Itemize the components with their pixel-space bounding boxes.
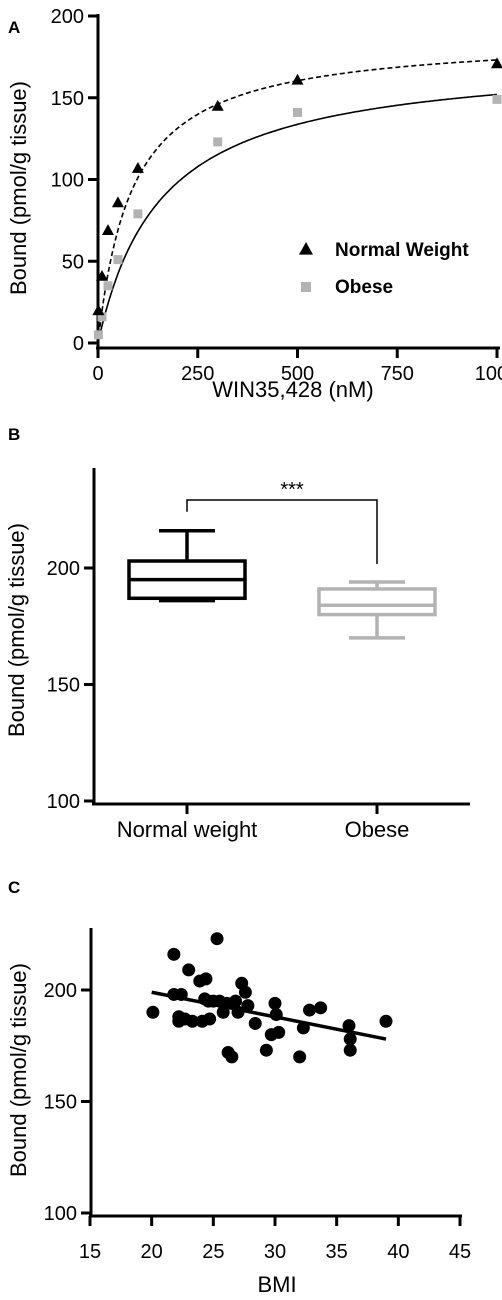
panel-c-xtick-label: 30 [264, 1241, 286, 1263]
panel-b-xtick-label: Normal weight [117, 817, 258, 842]
panel-c-xtick-label: 20 [141, 1241, 163, 1263]
panel-b-label: B [8, 425, 20, 444]
obese-point [492, 94, 502, 104]
panel-a-label: A [8, 18, 20, 37]
normal-weight-point [92, 304, 105, 316]
panel-a-xtick-label: 750 [381, 363, 414, 385]
bmi-data-point [259, 1043, 273, 1057]
obese-point [97, 312, 107, 322]
bmi-data-point [210, 932, 224, 946]
panel-c-label: C [8, 878, 20, 897]
bmi-data-point [203, 1012, 217, 1026]
bmi-data-point [229, 994, 243, 1008]
bmi-data-point [225, 1050, 239, 1064]
legend-obese-marker [301, 282, 311, 292]
obese-point [293, 107, 302, 117]
bmi-data-point [185, 1014, 199, 1028]
panel-a-ytick-label: 0 [73, 333, 84, 355]
bmi-data-point [268, 996, 282, 1010]
panel-c-xtick-label: 25 [202, 1241, 224, 1263]
bmi-data-point [379, 1014, 393, 1028]
panel-b-ytick-label: 150 [47, 675, 80, 697]
box-iqr [317, 587, 437, 617]
regression-line [151, 990, 387, 1041]
panel-c-ytick-label: 200 [44, 980, 77, 1002]
bmi-data-point [146, 1005, 160, 1019]
bmi-data-point [272, 1025, 286, 1039]
panel-c-xtick-label: 45 [449, 1241, 471, 1263]
normal-weight-point [131, 162, 144, 173]
panel-c-xtick-label: 15 [79, 1241, 101, 1263]
panel-a-xtick-label: 0 [92, 363, 103, 385]
normal-weight-fit-curve [97, 59, 498, 344]
panel-a-xtick-label: 1000 [475, 363, 502, 385]
panel-b-ylabel: Bound (pmol/g tissue) [4, 523, 29, 737]
panel-a-ytick-label: 150 [51, 88, 84, 110]
panel-c-xtick-label: 35 [326, 1241, 348, 1263]
panel-c-ytick-label: 100 [44, 1203, 77, 1225]
chart-marks: 0 50 100 150 200 0 250 500 750 1000 100 150 200 Norma… [44, 6, 502, 1263]
normal-weight-point [291, 73, 304, 85]
legend-obese-label: Obese [335, 277, 393, 298]
panel-b-xtick-label: Obese [345, 817, 410, 842]
panel-b-ytick-label: 200 [47, 558, 80, 580]
bmi-data-point [342, 1019, 356, 1033]
significance-bracket [186, 499, 378, 564]
bmi-data-point [167, 947, 181, 961]
bmi-data-point [303, 1003, 317, 1017]
bmi-data-point [238, 985, 252, 999]
obese-point [133, 209, 143, 219]
panel-c-ylabel: Bound (pmol/g tissue) [6, 963, 31, 1177]
bmi-data-point [199, 972, 213, 986]
bmi-data-point [248, 1016, 262, 1030]
bmi-data-point [182, 963, 196, 977]
normal-weight-point [491, 57, 502, 69]
bmi-data-point [343, 1043, 357, 1057]
panel-c-ytick-label: 150 [44, 1092, 77, 1114]
panel-a-ytick-label: 200 [51, 6, 84, 28]
obese-point [213, 137, 223, 147]
panel-a-xtick-label: 500 [281, 363, 314, 385]
bmi-data-point [343, 1032, 357, 1046]
obese-point [113, 255, 123, 265]
panel-a-ylabel: Bound (pmol/g tissue) [6, 81, 31, 295]
normal-weight-point [101, 224, 114, 235]
normal-weight-point [211, 99, 224, 111]
legend-normal-weight-label: Normal Weight [335, 240, 469, 261]
bmi-data-point [314, 1001, 328, 1015]
obese-point [93, 330, 103, 340]
legend-normal-weight-marker [299, 242, 313, 255]
obese-fit-curve [97, 93, 498, 344]
obese-point [103, 281, 113, 291]
normal-weight-point [95, 269, 108, 281]
panel-b-ytick-label: 100 [47, 791, 80, 813]
panel-c-xlabel: BMI [257, 1272, 296, 1297]
normal-weight-point [111, 196, 124, 208]
panel-a-xlabel: WIN35,428 (nM) [212, 377, 373, 402]
significance-marker: *** [280, 479, 304, 501]
panel-a-xtick-label: 250 [181, 363, 214, 385]
panel-a-ytick-label: 100 [51, 170, 84, 192]
bmi-data-point [241, 999, 255, 1013]
panel-c-xtick-label: 40 [387, 1241, 409, 1263]
bmi-data-point [293, 1050, 307, 1064]
panel-a-ytick-label: 50 [62, 251, 84, 273]
